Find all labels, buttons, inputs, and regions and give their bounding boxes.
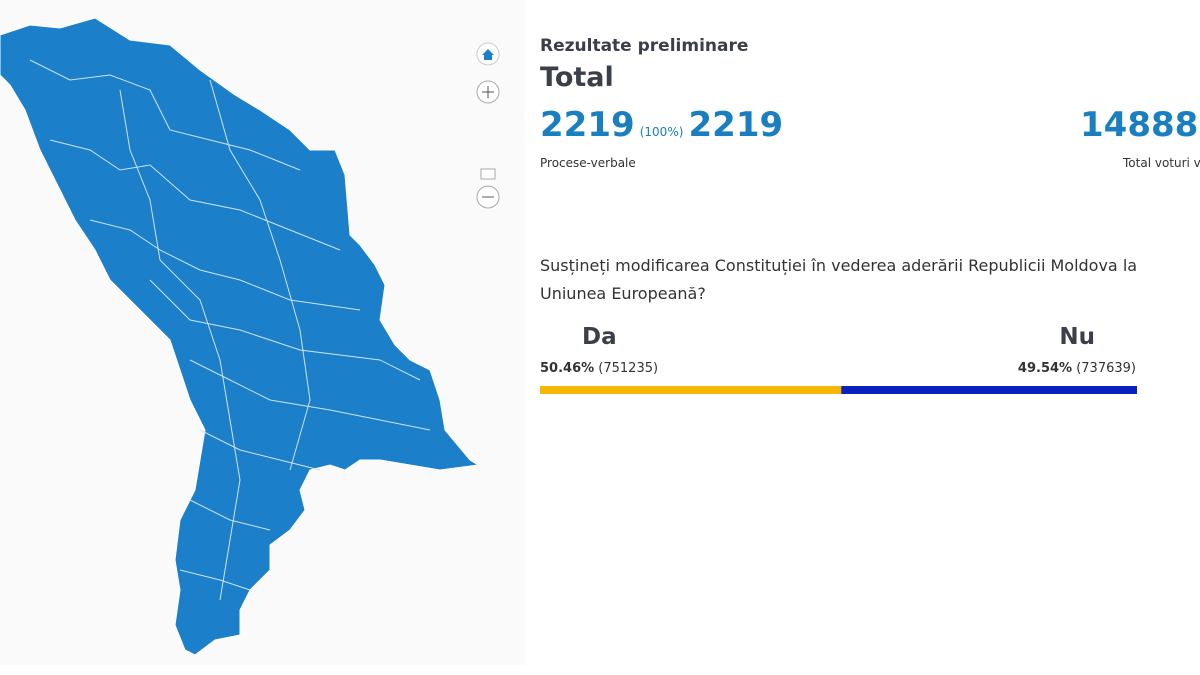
home-icon: [482, 49, 494, 60]
option-name: Nu: [1059, 324, 1095, 350]
subtitle: Rezultate preliminare: [540, 36, 749, 56]
reports-percent: (100%): [639, 125, 684, 139]
title: Total: [540, 62, 614, 93]
option-result: 50.46% (751235): [540, 361, 658, 376]
zoom-slider[interactable]: [480, 168, 496, 180]
percent-label: 49.54%: [1017, 361, 1073, 376]
district-borders: [29, 59, 431, 601]
reports-processed: 2219: [540, 105, 635, 145]
bar-segment: [841, 386, 1137, 394]
option-result: 49.54% (737639): [1018, 361, 1136, 376]
result-bar: [540, 386, 1137, 394]
valid-votes: 1488874: [1080, 105, 1200, 145]
bar-segment: [540, 386, 842, 394]
plus-icon: [482, 86, 494, 98]
percent-label: 50.46%: [540, 361, 595, 376]
reports-total: 2219: [688, 105, 784, 145]
reports-label: Procese-verbale: [540, 156, 636, 170]
map[interactable]: [0, 0, 525, 665]
reports-row: 2219 (100%) 2219: [540, 105, 783, 145]
country-shape[interactable]: [0, 17, 480, 656]
votes-label: (737639): [1076, 361, 1136, 376]
map-controls: [476, 42, 500, 209]
question: Susțineți modificarea Constituției în ve…: [540, 256, 1138, 303]
option-name: Da: [582, 324, 617, 350]
valid-votes-label: Total voturi valabile: [1123, 156, 1200, 170]
votes-label: (751235): [598, 361, 659, 376]
